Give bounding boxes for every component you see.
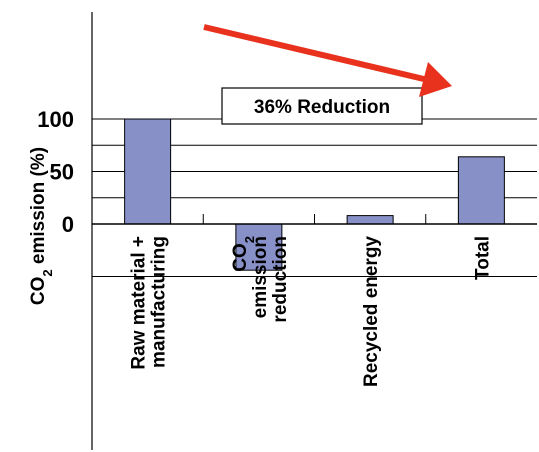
y-tick-label: 0 xyxy=(62,212,74,237)
axes xyxy=(91,12,537,450)
category-label: manufacturing xyxy=(149,236,170,368)
y-tick-labels: 0 50 100 xyxy=(37,107,74,237)
bar xyxy=(457,156,505,225)
annotation-text: 36% Reduction xyxy=(254,97,390,118)
category-label: Raw material + xyxy=(129,236,150,370)
reduction-arrowhead xyxy=(419,62,452,97)
annotation: 36% Reduction xyxy=(203,24,452,125)
bar xyxy=(235,223,283,271)
reduction-arrow-shaft xyxy=(203,24,429,83)
annotation-box xyxy=(221,87,423,125)
category-label: emission xyxy=(250,236,271,318)
category-label: reduction xyxy=(270,236,291,323)
bar xyxy=(346,215,394,225)
bar xyxy=(124,118,172,225)
y-tick-label: 100 xyxy=(37,107,74,132)
category-label: Total xyxy=(472,236,493,280)
category-label: Recycled energy xyxy=(361,236,382,387)
bars xyxy=(124,118,505,271)
y-tick-label: 50 xyxy=(50,160,74,185)
